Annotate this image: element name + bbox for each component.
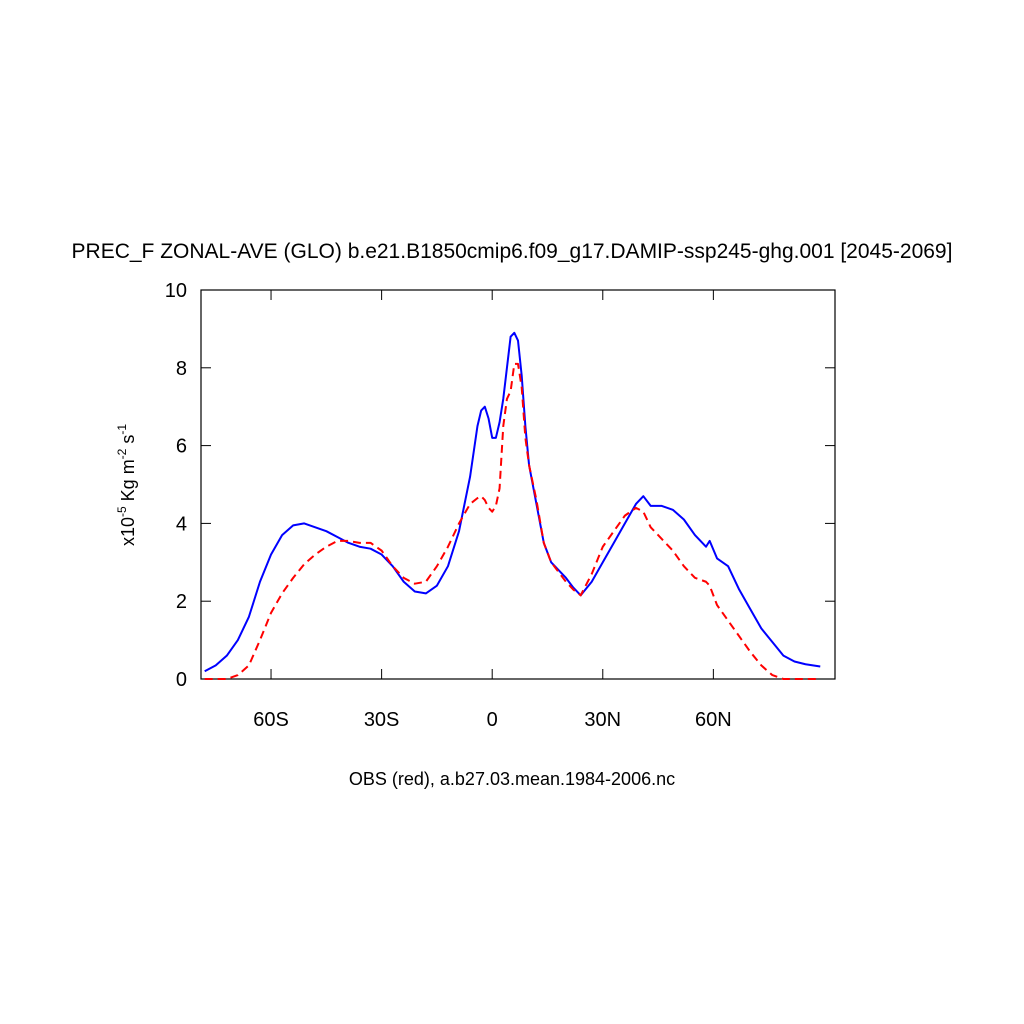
y-tick-label: 0 <box>176 669 187 691</box>
y-tick-label: 6 <box>176 436 187 458</box>
y-label-exponent: -2 <box>115 448 129 459</box>
y-tick-label: 2 <box>176 591 187 613</box>
y-label-text: Kg m <box>118 459 138 506</box>
y-tick-label: 10 <box>165 280 187 302</box>
x-tick-label: 60S <box>253 709 289 731</box>
y-label-exponent: -1 <box>115 424 129 435</box>
x-tick-label: 0 <box>487 709 498 731</box>
y-tick-label: 4 <box>176 513 187 535</box>
chart-title: PREC_F ZONAL-AVE (GLO) b.e21.B1850cmip6.… <box>72 240 953 263</box>
y-label-text: x10 <box>118 517 138 546</box>
x-axis-label: OBS (red), a.b27.03.mean.1984-2006.nc <box>349 769 675 789</box>
data-line <box>204 362 821 680</box>
plot-frame <box>200 289 836 680</box>
y-label-text: s <box>118 435 138 449</box>
y-tick-label: 8 <box>176 358 187 380</box>
x-tick-label: 60N <box>695 709 732 731</box>
data-line <box>204 331 821 673</box>
x-tick-label: 30S <box>364 709 400 731</box>
y-axis-label: x10-5 Kg m-2 s-1 <box>115 424 138 546</box>
y-label-exponent: -5 <box>115 506 129 517</box>
x-tick-label: 30N <box>584 709 621 731</box>
